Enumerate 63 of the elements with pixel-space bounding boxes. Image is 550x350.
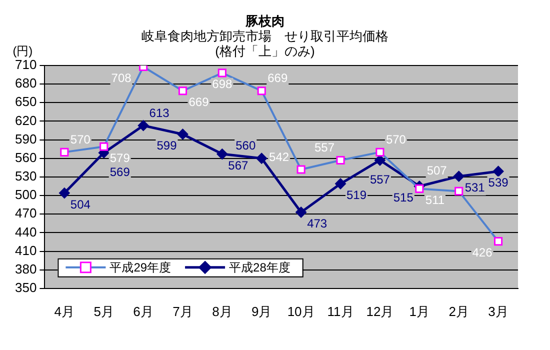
x-tick-label: 7月 xyxy=(172,304,193,319)
data-label: 570 xyxy=(386,132,406,146)
x-tick-label: 3月 xyxy=(488,304,508,319)
y-tick-label: 590 xyxy=(14,131,37,146)
chart-title: 豚枝肉 xyxy=(244,13,284,28)
data-label: 531 xyxy=(464,180,486,195)
point xyxy=(58,188,70,199)
data-label: 426 xyxy=(472,246,493,260)
y-tick-label: 620 xyxy=(14,112,37,128)
legend-label: 平成28年度 xyxy=(229,260,290,275)
data-label: 698 xyxy=(212,77,233,92)
point xyxy=(138,120,149,132)
data-label: 579 xyxy=(110,150,130,165)
x-tick-label: 2月 xyxy=(448,304,469,319)
data-label: 473 xyxy=(307,216,328,231)
y-tick-label: 650 xyxy=(14,94,37,110)
data-label: 511 xyxy=(425,193,445,208)
y-tick-label: 410 xyxy=(14,242,37,258)
x-tick-label: 5月 xyxy=(94,304,114,319)
data-label: 515 xyxy=(393,190,414,205)
data-label: 539 xyxy=(488,176,509,190)
x-tick-label: 11月 xyxy=(327,304,354,319)
data-label: 557 xyxy=(370,172,390,187)
y-tick-label: 530 xyxy=(14,168,37,184)
data-label: 507 xyxy=(426,164,448,178)
data-label: 669 xyxy=(268,71,288,86)
x-tick-label: 4月 xyxy=(54,304,75,319)
data-label: 599 xyxy=(156,138,178,153)
x-tick-label: 9月 xyxy=(252,304,272,319)
point xyxy=(335,178,346,190)
y-tick-label: 470 xyxy=(14,206,37,221)
x-tick-label: 10月 xyxy=(287,304,315,319)
y-tick-label: 350 xyxy=(14,280,37,295)
point xyxy=(453,170,464,182)
y-tick-label: 680 xyxy=(14,76,37,91)
y-tick-label: 440 xyxy=(14,224,37,240)
data-label: 613 xyxy=(149,106,170,120)
data-label: 567 xyxy=(228,158,249,172)
data-label: 560 xyxy=(236,138,256,153)
data-label: 519 xyxy=(346,188,367,202)
data-label: 570 xyxy=(70,132,91,146)
point xyxy=(177,128,188,140)
point xyxy=(216,148,228,160)
data-label: 669 xyxy=(188,95,210,110)
legend-label: 平成29年度 xyxy=(110,260,172,275)
data-label: 569 xyxy=(110,165,130,180)
y-tick-label: 560 xyxy=(14,150,37,165)
point xyxy=(256,152,268,164)
y-tick-label: 710 xyxy=(14,57,37,72)
chart-subtitle: 岐阜食肉地方卸売市場 せり取引平均価格 (格付「上」のみ) xyxy=(142,28,388,59)
data-label: 504 xyxy=(70,197,91,212)
y-tick-label: 380 xyxy=(14,261,37,276)
x-tick-label: 12月 xyxy=(366,304,394,319)
data-label: 542 xyxy=(269,150,290,164)
point xyxy=(296,206,307,218)
data-label: 557 xyxy=(314,140,335,155)
x-tick-label: 6月 xyxy=(133,304,154,319)
y-axis-title: (円) xyxy=(12,44,33,58)
y-tick-label: 500 xyxy=(14,187,37,202)
x-tick-label: 1月 xyxy=(409,304,430,319)
point xyxy=(492,166,504,177)
x-tick-label: 8月 xyxy=(212,304,232,319)
data-label: 708 xyxy=(111,71,132,86)
